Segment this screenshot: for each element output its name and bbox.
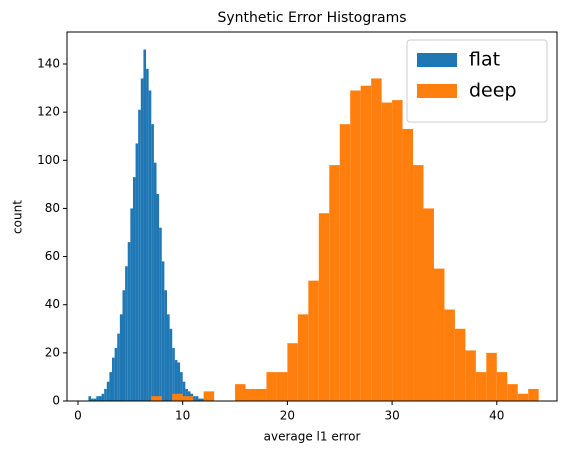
bar: [433, 268, 445, 401]
bar: [117, 333, 120, 401]
bar: [203, 391, 215, 401]
legend-text: deep: [469, 80, 517, 102]
bar: [109, 372, 113, 401]
bar: [360, 85, 372, 402]
bar: [235, 384, 246, 401]
bar: [146, 68, 149, 401]
legend-swatch: [417, 84, 457, 98]
x-tick-label: 10: [175, 409, 190, 423]
bar: [169, 328, 173, 401]
x-tick-label: 30: [384, 409, 399, 423]
y-axis-label: count: [11, 200, 25, 234]
y-tick-label: 60: [45, 249, 60, 263]
bar: [413, 165, 424, 401]
bar: [122, 290, 126, 401]
bar: [266, 372, 277, 401]
x-tick-label: 40: [489, 409, 504, 423]
bar: [486, 352, 497, 401]
y-tick-label: 100: [37, 153, 60, 167]
y-tick-label: 80: [45, 201, 60, 215]
bar: [198, 398, 202, 401]
bar: [475, 372, 487, 401]
bar: [297, 314, 309, 401]
bar: [182, 396, 194, 401]
bar: [245, 388, 256, 401]
bar: [444, 309, 455, 401]
x-tick-label: 0: [74, 409, 82, 423]
bar: [339, 124, 351, 402]
bar: [151, 396, 162, 401]
bar: [130, 208, 133, 401]
bar: [177, 362, 181, 401]
bar: [88, 396, 92, 401]
y-tick-label: 20: [45, 345, 60, 359]
axes-frame: [66, 31, 558, 402]
bar: [174, 360, 178, 401]
bar: [112, 357, 115, 401]
legend-swatch: [417, 53, 457, 67]
bar: [276, 372, 288, 401]
bar: [255, 388, 267, 401]
bar: [125, 266, 128, 401]
bar: [496, 372, 508, 401]
bar: [91, 398, 94, 401]
bar: [180, 372, 183, 401]
bar: [381, 102, 393, 401]
bar: [350, 90, 361, 401]
bar: [148, 90, 152, 401]
bar: [93, 398, 97, 401]
bar: [138, 109, 141, 401]
bar: [119, 314, 123, 401]
y-tick-label: 0: [52, 394, 60, 408]
bar: [507, 384, 518, 401]
bar: [96, 396, 99, 401]
bar: [308, 280, 319, 401]
bar: [172, 393, 183, 401]
legend-text: flat: [469, 49, 500, 71]
bar: [201, 398, 204, 401]
bar: [185, 388, 188, 401]
bar: [318, 213, 330, 401]
bar: [392, 100, 403, 401]
bar: [517, 393, 529, 401]
bar: [287, 343, 298, 401]
bar: [106, 381, 110, 401]
bar: [156, 193, 160, 401]
bar: [161, 261, 165, 401]
bar: [172, 348, 175, 401]
y-tick-label: 140: [37, 57, 60, 71]
bar: [195, 396, 199, 401]
bar: [135, 143, 139, 402]
bar: [127, 242, 131, 401]
bar: [423, 208, 434, 401]
bar: [104, 388, 107, 401]
chart-title: Synthetic Error Histograms: [217, 10, 406, 26]
x-tick-label: 20: [280, 409, 295, 423]
bar: [193, 396, 196, 401]
bar: [182, 381, 186, 401]
bar: [371, 78, 382, 402]
bar: [402, 129, 414, 401]
bar: [528, 388, 539, 401]
bar: [101, 393, 105, 401]
bar: [329, 165, 340, 401]
bar: [143, 49, 147, 401]
bar: [454, 328, 466, 401]
bar: [465, 350, 476, 401]
bar: [153, 162, 157, 401]
bar: [114, 348, 118, 401]
bar: [132, 177, 136, 401]
bar: [98, 396, 102, 401]
x-axis-label: average l1 error: [264, 430, 361, 444]
y-tick-label: 120: [37, 105, 60, 119]
y-tick-label: 40: [45, 297, 60, 311]
bar: [140, 78, 144, 402]
bar: [159, 227, 162, 401]
bar: [166, 314, 170, 401]
bar: [164, 290, 167, 401]
bar: [151, 124, 154, 402]
